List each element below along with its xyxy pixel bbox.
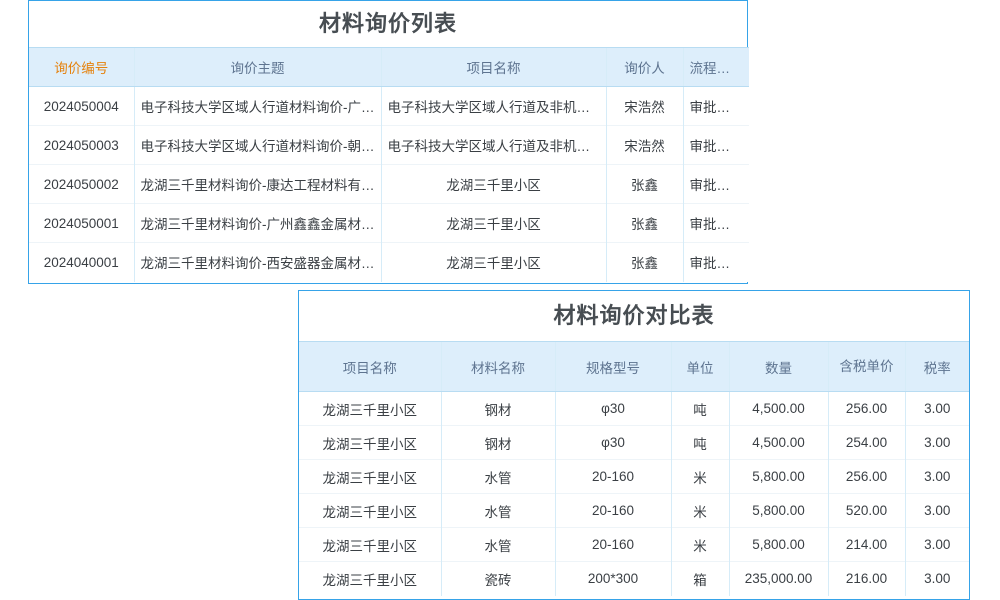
cell-inquiry-subject[interactable]: 龙湖三千里材料询价-西安盛器金属材料… <box>133 242 381 282</box>
cell-unit-price: 256.00 <box>827 459 905 494</box>
status-badge: 审批通过 <box>682 86 749 126</box>
col-header-inquiry-code[interactable]: 询价编号 <box>29 47 134 87</box>
col-header-inquiry-subject[interactable]: 询价主题 <box>133 47 381 87</box>
col-header-inquirer[interactable]: 询价人 <box>605 47 683 87</box>
cell-spec-model: φ30 <box>554 425 671 460</box>
col-header-project-name[interactable]: 项目名称 <box>299 341 441 392</box>
cell-inquiry-subject[interactable]: 电子科技大学区域人行道材料询价-广西… <box>133 86 381 126</box>
cell-unit-price: 254.00 <box>827 425 905 460</box>
table-row[interactable]: 2024040001 龙湖三千里材料询价-西安盛器金属材料… 龙湖三千里小区 张… <box>29 242 749 282</box>
cell-project-name[interactable]: 龙湖三千里小区 <box>380 242 606 282</box>
col-header-flow-status[interactable]: 流程状态 <box>682 47 749 87</box>
cell-unit: 米 <box>670 527 729 562</box>
col-header-unit[interactable]: 单位 <box>670 341 729 392</box>
cell-inquirer: 宋浩然 <box>605 125 683 165</box>
compare-table: 项目名称 材料名称 规格型号 单位 数量 含税单价 税率 龙湖三千里小区 钢材 … <box>299 341 969 596</box>
col-header-quantity[interactable]: 数量 <box>728 341 828 392</box>
col-header-project-name[interactable]: 项目名称 <box>380 47 606 87</box>
col-header-spec-model[interactable]: 规格型号 <box>554 341 671 392</box>
cell-tax-rate: 3.00 <box>904 561 969 596</box>
cell-unit: 箱 <box>670 561 729 596</box>
inquiry-list-panel: 材料询价列表 询价编号 询价主题 项目名称 询价人 流程状态 202405000… <box>28 0 749 284</box>
col-header-material-name[interactable]: 材料名称 <box>440 341 555 392</box>
inquiry-list-table: 询价编号 询价主题 项目名称 询价人 流程状态 2024050004 电子科技大… <box>29 47 749 282</box>
status-badge: 审批通过 <box>682 164 749 204</box>
status-badge: 审批通过 <box>682 242 749 282</box>
cell-inquirer: 张鑫 <box>605 203 683 243</box>
cell-inquiry-code[interactable]: 2024050003 <box>29 125 134 165</box>
cell-tax-rate: 3.00 <box>904 425 969 460</box>
cell-quantity: 5,800.00 <box>728 493 828 528</box>
col-header-tax-rate[interactable]: 税率 <box>904 341 969 392</box>
cell-material-name: 瓷砖 <box>440 561 555 596</box>
status-badge: 审批通过 <box>682 203 749 243</box>
compare-header-row: 项目名称 材料名称 规格型号 单位 数量 含税单价 税率 <box>299 341 969 392</box>
cell-unit: 米 <box>670 493 729 528</box>
cell-spec-model: 20-160 <box>554 493 671 528</box>
cell-quantity: 235,000.00 <box>728 561 828 596</box>
cell-project-name[interactable]: 龙湖三千里小区 <box>299 561 441 596</box>
cell-inquirer: 张鑫 <box>605 164 683 204</box>
cell-project-name[interactable]: 龙湖三千里小区 <box>299 493 441 528</box>
cell-inquiry-subject[interactable]: 龙湖三千里材料询价-康达工程材料有限… <box>133 164 381 204</box>
cell-quantity: 4,500.00 <box>728 391 828 426</box>
cell-tax-rate: 3.00 <box>904 527 969 562</box>
cell-project-name[interactable]: 龙湖三千里小区 <box>380 164 606 204</box>
cell-tax-rate: 3.00 <box>904 391 969 426</box>
cell-spec-model: 200*300 <box>554 561 671 596</box>
cell-quantity: 4,500.00 <box>728 425 828 460</box>
compare-table-title: 材料询价对比表 <box>299 291 969 341</box>
cell-quantity: 5,800.00 <box>728 527 828 562</box>
cell-inquiry-code[interactable]: 2024050002 <box>29 164 134 204</box>
cell-project-name[interactable]: 龙湖三千里小区 <box>380 203 606 243</box>
inquiry-list-title: 材料询价列表 <box>29 1 747 47</box>
cell-project-name[interactable]: 电子科技大学区域人行道及非机动… <box>380 125 606 165</box>
cell-inquirer: 张鑫 <box>605 242 683 282</box>
compare-table-panel: 材料询价对比表 项目名称 材料名称 规格型号 单位 数量 含税单价 税率 <box>298 290 970 600</box>
cell-material-name: 水管 <box>440 493 555 528</box>
cell-unit-price: 256.00 <box>827 391 905 426</box>
cell-material-name: 钢材 <box>440 391 555 426</box>
cell-quantity: 5,800.00 <box>728 459 828 494</box>
inquiry-list-header-row: 询价编号 询价主题 项目名称 询价人 流程状态 <box>29 47 749 87</box>
cell-material-name: 钢材 <box>440 425 555 460</box>
cell-unit: 吨 <box>670 391 729 426</box>
cell-tax-rate: 3.00 <box>904 493 969 528</box>
cell-inquiry-code[interactable]: 2024040001 <box>29 242 134 282</box>
cell-inquirer: 宋浩然 <box>605 86 683 126</box>
cell-project-name[interactable]: 龙湖三千里小区 <box>299 391 441 426</box>
table-row[interactable]: 龙湖三千里小区 钢材 φ30 吨 4,500.00 254.00 3.00 <box>299 425 969 460</box>
cell-tax-rate: 3.00 <box>904 459 969 494</box>
table-row[interactable]: 龙湖三千里小区 瓷砖 200*300 箱 235,000.00 216.00 3… <box>299 561 969 596</box>
cell-unit-price: 520.00 <box>827 493 905 528</box>
cell-unit-price: 214.00 <box>827 527 905 562</box>
cell-material-name: 水管 <box>440 527 555 562</box>
table-row[interactable]: 2024050001 龙湖三千里材料询价-广州鑫鑫金属材料… 龙湖三千里小区 张… <box>29 203 749 243</box>
table-row[interactable]: 2024050002 龙湖三千里材料询价-康达工程材料有限… 龙湖三千里小区 张… <box>29 164 749 204</box>
cell-inquiry-code[interactable]: 2024050004 <box>29 86 134 126</box>
cell-unit-price: 216.00 <box>827 561 905 596</box>
table-row[interactable]: 龙湖三千里小区 水管 20-160 米 5,800.00 214.00 3.00 <box>299 527 969 562</box>
cell-inquiry-code[interactable]: 2024050001 <box>29 203 134 243</box>
table-row[interactable]: 2024050003 电子科技大学区域人行道材料询价-朝阳… 电子科技大学区域人… <box>29 125 749 165</box>
status-badge: 审批通过 <box>682 125 749 165</box>
cell-spec-model: 20-160 <box>554 527 671 562</box>
cell-unit: 吨 <box>670 425 729 460</box>
cell-project-name[interactable]: 龙湖三千里小区 <box>299 459 441 494</box>
table-row[interactable]: 龙湖三千里小区 水管 20-160 米 5,800.00 256.00 3.00 <box>299 459 969 494</box>
cell-spec-model: 20-160 <box>554 459 671 494</box>
table-row[interactable]: 2024050004 电子科技大学区域人行道材料询价-广西… 电子科技大学区域人… <box>29 86 749 126</box>
cell-project-name[interactable]: 龙湖三千里小区 <box>299 527 441 562</box>
cell-project-name[interactable]: 龙湖三千里小区 <box>299 425 441 460</box>
cell-inquiry-subject[interactable]: 龙湖三千里材料询价-广州鑫鑫金属材料… <box>133 203 381 243</box>
cell-project-name[interactable]: 电子科技大学区域人行道及非机动… <box>380 86 606 126</box>
cell-spec-model: φ30 <box>554 391 671 426</box>
cell-unit: 米 <box>670 459 729 494</box>
col-header-unit-price[interactable]: 含税单价 <box>827 341 905 392</box>
table-row[interactable]: 龙湖三千里小区 钢材 φ30 吨 4,500.00 256.00 3.00 <box>299 391 969 426</box>
cell-material-name: 水管 <box>440 459 555 494</box>
table-row[interactable]: 龙湖三千里小区 水管 20-160 米 5,800.00 520.00 3.00 <box>299 493 969 528</box>
cell-inquiry-subject[interactable]: 电子科技大学区域人行道材料询价-朝阳… <box>133 125 381 165</box>
